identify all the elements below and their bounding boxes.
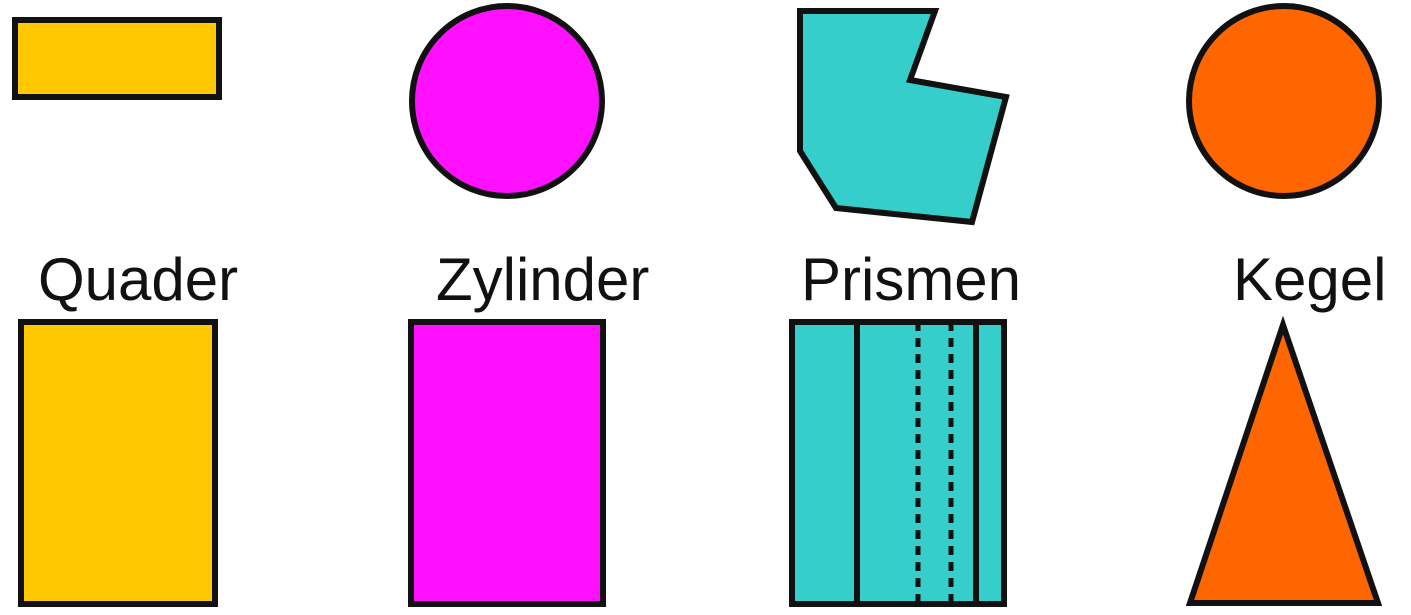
zylinder-column: Zylinder <box>408 3 649 607</box>
kegel-top-view <box>1186 3 1382 199</box>
prismen-column: Prismen <box>789 8 1021 607</box>
quader-front-view <box>18 319 218 607</box>
zylinder-top-view <box>409 3 605 199</box>
quader-label: Quader <box>38 246 238 313</box>
quader-column: Quader <box>12 17 238 607</box>
kegel-front-view <box>1185 315 1383 606</box>
prismen-front-view <box>789 319 1007 607</box>
prismen-label: Prismen <box>801 246 1021 313</box>
quader-top-view <box>12 17 222 100</box>
prismen-top-view <box>797 8 1010 226</box>
kegel-label: Kegel <box>1233 246 1386 313</box>
zylinder-front-view <box>408 319 606 607</box>
kegel-column: Kegel <box>1185 3 1386 606</box>
prismen-front-view-outline <box>789 319 1007 607</box>
zylinder-label: Zylinder <box>436 246 649 313</box>
